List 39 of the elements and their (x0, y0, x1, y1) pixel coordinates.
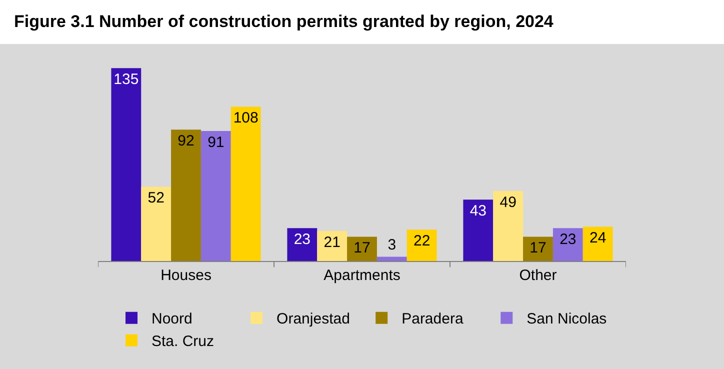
data-label: 23 (294, 231, 311, 248)
data-label: 92 (178, 132, 194, 150)
x-tick-label: Apartments (324, 267, 400, 284)
data-label: 24 (589, 230, 606, 247)
bar (287, 228, 318, 261)
data-label: 43 (470, 202, 487, 220)
bar (317, 231, 348, 261)
bar (230, 106, 261, 261)
data-label: 22 (413, 232, 430, 250)
bar (171, 130, 201, 261)
chart-title: Figure 3.1 Number of construction permits granted by region, 2024 (13, 11, 554, 33)
bar (493, 191, 524, 261)
x-tick-label: Other (519, 267, 557, 284)
data-label: 3 (388, 236, 396, 254)
bar (463, 200, 494, 261)
x-tick-label: Houses (160, 267, 212, 284)
bar (200, 131, 231, 261)
data-label: 17 (354, 240, 370, 257)
data-label: 17 (530, 240, 546, 257)
bar (406, 230, 437, 261)
legend-label: Paradera (402, 310, 464, 328)
data-label: 21 (324, 234, 340, 251)
bar (111, 68, 142, 261)
data-label: 91 (208, 134, 224, 151)
bar (347, 236, 377, 261)
data-label: 135 (114, 71, 139, 88)
legend-label: San Nicolas (526, 310, 607, 328)
legend-label: Sta. Cruz (152, 333, 214, 350)
data-label: 49 (500, 194, 516, 211)
legend-label: Noord (152, 310, 192, 328)
bar (582, 226, 613, 261)
bar (552, 228, 583, 261)
bar (376, 256, 407, 261)
data-label: 52 (148, 190, 164, 207)
data-label: 108 (233, 110, 258, 127)
bar (523, 236, 553, 261)
bar (141, 186, 172, 261)
legend-label: Oranjestad (276, 310, 350, 328)
data-label: 23 (560, 231, 576, 248)
